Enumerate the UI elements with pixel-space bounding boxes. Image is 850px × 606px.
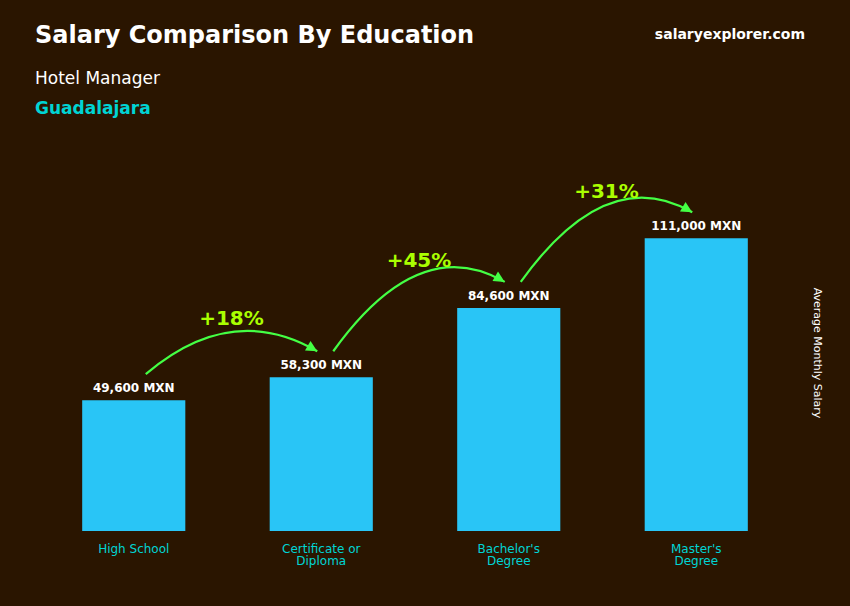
svg-text:Salary Comparison By Education: Salary Comparison By Education [35, 21, 474, 49]
svg-text:Degree: Degree [674, 554, 718, 568]
svg-text:salaryexplorer.com: salaryexplorer.com [655, 26, 805, 42]
svg-text:Guadalajara: Guadalajara [35, 98, 151, 118]
svg-text:Degree: Degree [487, 554, 531, 568]
svg-text:58,300 MXN: 58,300 MXN [280, 358, 362, 372]
svg-text:Average Monthly Salary: Average Monthly Salary [811, 288, 824, 419]
svg-text:Hotel Manager: Hotel Manager [35, 68, 160, 88]
svg-text:Diploma: Diploma [296, 554, 346, 568]
svg-text:111,000 MXN: 111,000 MXN [651, 219, 741, 233]
svg-text:49,600 MXN: 49,600 MXN [93, 381, 175, 395]
svg-text:+31%: +31% [574, 179, 639, 203]
svg-text:Bachelor's: Bachelor's [477, 542, 540, 556]
svg-text:+18%: +18% [199, 306, 264, 330]
svg-text:+45%: +45% [387, 248, 452, 272]
svg-text:Certificate or: Certificate or [282, 542, 361, 556]
svg-text:High School: High School [98, 542, 169, 556]
svg-text:84,600 MXN: 84,600 MXN [468, 289, 550, 303]
svg-text:Master's: Master's [671, 542, 722, 556]
